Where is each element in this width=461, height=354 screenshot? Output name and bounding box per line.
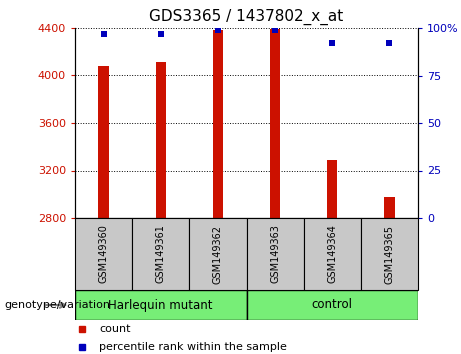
Bar — [99, 66, 109, 218]
Text: Harlequin mutant: Harlequin mutant — [108, 298, 213, 312]
Bar — [75, 218, 132, 290]
Bar — [304, 218, 361, 290]
Bar — [327, 160, 337, 218]
Text: GSM149363: GSM149363 — [270, 224, 280, 284]
Text: GSM149365: GSM149365 — [384, 224, 395, 284]
Bar — [189, 218, 247, 290]
Text: GSM149362: GSM149362 — [213, 224, 223, 284]
Bar — [75, 290, 247, 320]
Text: GSM149361: GSM149361 — [156, 224, 166, 284]
Bar — [213, 30, 223, 218]
Text: percentile rank within the sample: percentile rank within the sample — [99, 342, 287, 352]
Bar — [384, 196, 395, 218]
Title: GDS3365 / 1437802_x_at: GDS3365 / 1437802_x_at — [149, 9, 343, 25]
Text: count: count — [99, 324, 130, 334]
Bar — [361, 218, 418, 290]
Bar — [156, 62, 166, 218]
Text: genotype/variation: genotype/variation — [5, 300, 111, 310]
Bar — [132, 218, 189, 290]
Text: GSM149364: GSM149364 — [327, 224, 337, 284]
Text: control: control — [312, 298, 353, 312]
Text: GSM149360: GSM149360 — [99, 224, 109, 284]
Bar — [247, 218, 304, 290]
Bar — [270, 29, 280, 218]
Bar — [247, 290, 418, 320]
